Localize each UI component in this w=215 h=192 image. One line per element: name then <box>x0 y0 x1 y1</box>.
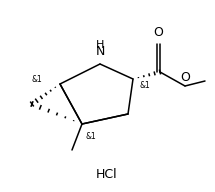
Text: H: H <box>96 40 104 50</box>
Text: &1: &1 <box>31 74 42 84</box>
Text: N: N <box>95 45 105 58</box>
Text: &1: &1 <box>85 132 96 141</box>
Text: O: O <box>180 71 190 84</box>
Text: O: O <box>154 26 163 39</box>
Text: &1: &1 <box>140 81 151 90</box>
Text: HCl: HCl <box>96 167 118 180</box>
